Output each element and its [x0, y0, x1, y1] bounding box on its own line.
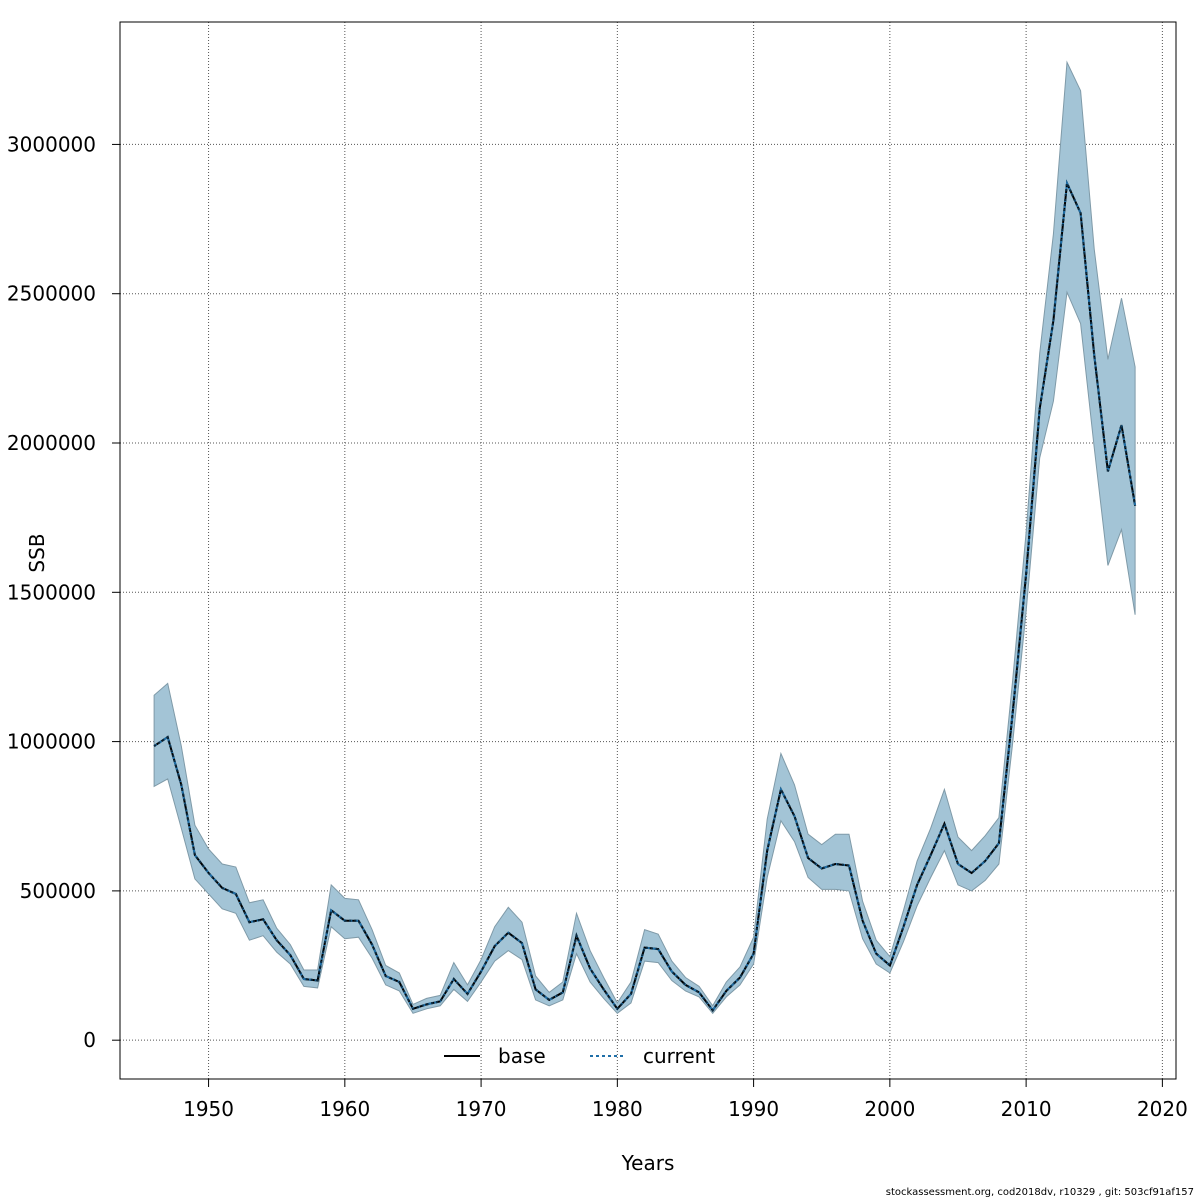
y-tick-label: 1000000 [7, 730, 96, 754]
x-tick-label: 1990 [728, 1097, 779, 1121]
plot-frame [119, 21, 1177, 1080]
y-tick-label: 500000 [20, 879, 96, 903]
x-tick-label: 2010 [1001, 1097, 1052, 1121]
x-tick-label: 2000 [864, 1097, 915, 1121]
y-axis-label: SSB [25, 533, 49, 572]
y-axis: 0 500000 1000000 1500000 2000000 2500000 30000… [7, 132, 120, 1052]
y-tick-label: 2000000 [7, 431, 96, 455]
x-tick-label: 1950 [183, 1097, 234, 1121]
series-lines [153, 179, 1137, 1013]
series-line-current [153, 179, 1137, 1012]
x-tick-label: 1980 [592, 1097, 643, 1121]
legend: base current [444, 1044, 715, 1068]
confidence-band [153, 60, 1136, 1015]
ci-band-polygon [153, 60, 1136, 1015]
grid [120, 22, 1176, 1079]
series-line-current-overlay [153, 179, 1137, 1013]
y-tick-label: 0 [83, 1028, 96, 1052]
y-tick-label: 1500000 [7, 580, 96, 604]
series-line-base [153, 179, 1137, 1012]
legend-label-base: base [498, 1044, 546, 1068]
x-tick-label: 2020 [1137, 1097, 1188, 1121]
x-tick-label: 1970 [456, 1097, 507, 1121]
y-tick-label: 2500000 [7, 282, 96, 306]
x-tick-label: 1960 [319, 1097, 370, 1121]
footer-credit: stockassessment.org, cod2018dv, r10329 ,… [885, 1187, 1194, 1198]
x-axis-label: Years [621, 1151, 675, 1175]
y-tick-label: 3000000 [7, 132, 96, 156]
legend-label-current: current [643, 1044, 715, 1068]
x-axis: 1950 1960 1970 1980 1990 2000 2010 2020 [183, 1079, 1188, 1121]
